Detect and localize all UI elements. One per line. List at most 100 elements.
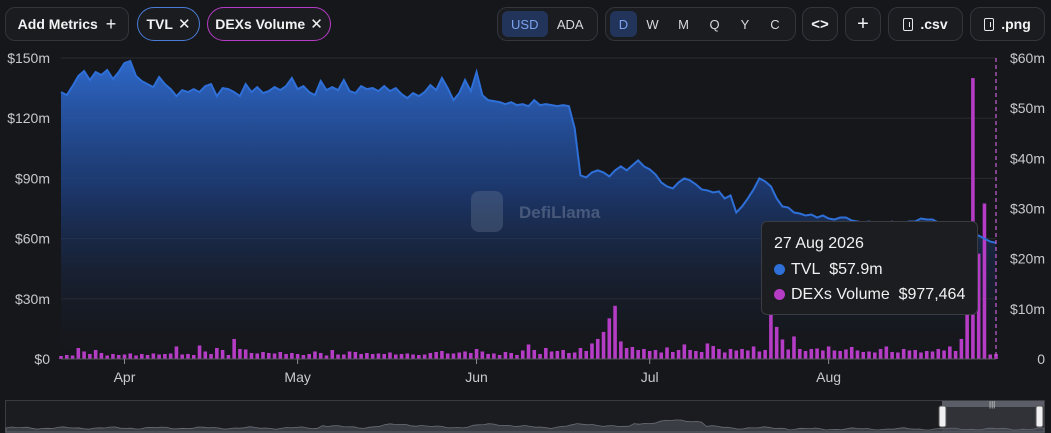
- dexs-volume-bar: [803, 350, 808, 359]
- dexs-volume-bar: [930, 351, 935, 359]
- dexs-volume-bar: [682, 344, 687, 359]
- file-download-icon: [903, 17, 914, 31]
- dexs-volume-bar: [867, 351, 871, 359]
- dexs-volume-bar: [76, 347, 81, 359]
- range-handle-left[interactable]: [938, 405, 947, 428]
- tooltip-tvl-label: TVL: [791, 260, 821, 278]
- dexs-volume-bar: [532, 349, 537, 359]
- dexs-volume-bar: [88, 353, 92, 359]
- dexs-volume-bar: [942, 350, 946, 359]
- dexs-volume-bar: [440, 350, 444, 359]
- denomination-ada-button[interactable]: ADA: [556, 16, 584, 32]
- tvl-metric-pill[interactable]: TVL ✕: [137, 7, 200, 41]
- period-year-button[interactable]: Y: [740, 16, 750, 32]
- dexs-volume-bar: [365, 352, 369, 359]
- dexs-volume-bar: [59, 355, 63, 359]
- dexs-volume-bar: [826, 346, 831, 359]
- dexs-volume-bar: [318, 352, 323, 359]
- dexs-volume-bar: [417, 354, 421, 359]
- tvl-line: [60, 59, 997, 244]
- dexs-volume-bar: [261, 351, 265, 359]
- dexs-volume-bar: [434, 351, 438, 359]
- period-month-button[interactable]: M: [678, 16, 689, 32]
- dexs-volume-bar: [919, 352, 923, 359]
- period-week-button[interactable]: W: [646, 16, 659, 32]
- period-quarter-button[interactable]: Q: [709, 16, 720, 32]
- dexs-volume-bar: [186, 353, 190, 359]
- dexs-volume-bar: [855, 350, 860, 359]
- dexs-volume-bar: [769, 311, 773, 359]
- period-cumulative-button[interactable]: C: [770, 16, 780, 32]
- dexs-volume-bar: [896, 352, 900, 359]
- dexs-volume-metric-pill[interactable]: DEXs Volume ✕: [207, 7, 331, 41]
- tooltip-row-dexs-volume: DEXs Volume $977,464: [774, 284, 977, 305]
- dexs-volume-bar: [128, 353, 133, 359]
- add-metrics-button[interactable]: Add Metrics +: [5, 7, 129, 41]
- dexs-volume-bar: [468, 352, 473, 359]
- dexs-volume-bar: [538, 353, 542, 359]
- dexs-volume-bar: [422, 354, 427, 359]
- dexs-volume-bar: [515, 354, 519, 359]
- dexs-volume-bar: [238, 348, 242, 359]
- add-chart-button[interactable]: +: [845, 7, 881, 41]
- embed-button[interactable]: <>: [802, 7, 838, 41]
- dexs-volume-bar: [266, 352, 271, 359]
- dexs-volume-bar: [445, 353, 450, 359]
- y-left-tick-label: $150m: [7, 50, 50, 66]
- y-left-tick-label: $60m: [15, 231, 50, 247]
- dexs-volume-bar: [255, 353, 260, 359]
- download-png-button[interactable]: .png: [970, 7, 1045, 41]
- dexs-volume-bar: [797, 348, 802, 359]
- dexs-volume-bar: [313, 351, 317, 359]
- dexs-volume-bar: [832, 350, 837, 359]
- dexs-volume-bar: [757, 351, 762, 359]
- dexs-volume-bar: [994, 353, 998, 359]
- range-selector-preview: [5, 419, 1045, 433]
- dexs-volume-bar: [232, 338, 236, 359]
- dexs-volume-bar: [342, 354, 346, 359]
- range-selector-top-bar[interactable]: [942, 401, 1044, 407]
- dexs-volume-bar: [428, 352, 433, 359]
- y-left-tick-label: $30m: [15, 291, 50, 307]
- dexs-volume-bar: [376, 353, 381, 359]
- denomination-usd-button[interactable]: USD: [502, 11, 548, 37]
- range-selector[interactable]: |||: [5, 400, 1045, 433]
- dexs-volume-bar: [740, 348, 744, 359]
- x-tick-label: Jul: [641, 369, 659, 385]
- close-icon[interactable]: ✕: [310, 16, 323, 33]
- dexs-volume-bar: [671, 351, 675, 359]
- dexs-volume-bar: [936, 348, 941, 359]
- file-download-icon: [984, 17, 995, 31]
- dexs-volume-bar: [711, 345, 715, 359]
- dexs-volume-bar: [792, 336, 796, 359]
- dexs-volume-bar: [393, 354, 398, 359]
- dexs-volume-bar: [451, 353, 456, 359]
- dexs-volume-bar: [203, 351, 208, 359]
- dexs-volume-bar: [653, 349, 658, 359]
- dexs-volume-bar: [590, 343, 594, 359]
- close-icon[interactable]: ✕: [177, 16, 191, 33]
- dexs-volume-bar: [901, 348, 906, 359]
- dexs-volume-bar: [619, 341, 623, 359]
- dexs-volume-bar: [584, 350, 589, 359]
- dexs-volume-pill-label: DEXs Volume: [215, 16, 306, 32]
- dexs-volume-bar: [971, 78, 975, 359]
- y-right-tick-label: $40m: [1010, 150, 1045, 166]
- dexs-volume-bar: [595, 338, 600, 359]
- dexs-volume-bar: [976, 253, 981, 359]
- y-right-tick-label: $10m: [1010, 301, 1045, 317]
- dexs-volume-bar: [503, 351, 508, 359]
- dexs-volume-bar: [890, 351, 894, 359]
- dexs-volume-bar: [399, 353, 404, 359]
- dexs-volume-bar: [982, 203, 987, 359]
- dexs-volume-bar: [965, 293, 969, 359]
- range-handle-right[interactable]: [1035, 405, 1044, 428]
- dexs-volume-bar: [209, 353, 213, 359]
- dexs-volume-bar: [601, 331, 606, 359]
- dexs-volume-bar: [359, 353, 363, 359]
- period-day-button[interactable]: D: [610, 11, 637, 37]
- download-csv-button[interactable]: .csv: [888, 7, 963, 41]
- dexs-volume-bar: [307, 353, 311, 359]
- dexs-volume-bar: [99, 352, 104, 359]
- dexs-volume-bar: [751, 346, 756, 359]
